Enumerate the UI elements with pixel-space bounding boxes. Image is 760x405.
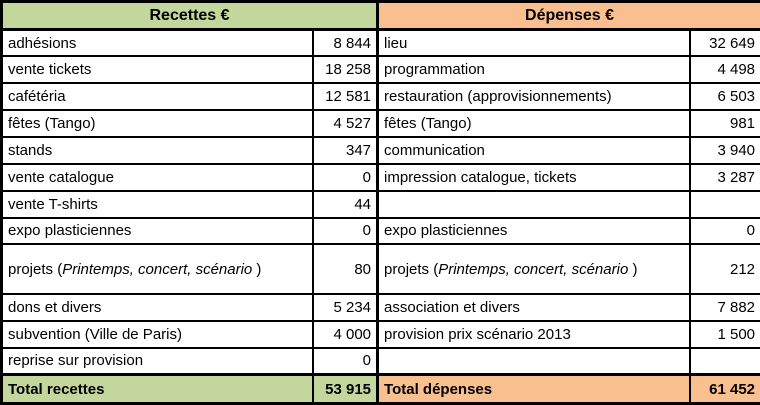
depenses-row-value-cell: 0 xyxy=(688,216,760,246)
total-recettes-label-cell: Total recettes xyxy=(0,373,314,405)
recettes-row-label-cell: subvention (Ville de Paris) xyxy=(0,319,314,349)
depenses-row-label-cell: impression catalogue, tickets xyxy=(376,162,691,192)
depenses-row-label-cell: provision prix scénario 2013 xyxy=(376,319,691,349)
depenses-row-label: provision prix scénario 2013 xyxy=(384,325,571,343)
recettes-row-label-cell: dons et divers xyxy=(0,292,314,322)
recettes-row-label: cafétéria xyxy=(8,88,66,106)
recettes-row-label-cell: vente catalogue xyxy=(0,162,314,192)
depenses-row-value-cell: 981 xyxy=(688,109,760,138)
recettes-row-label-italic: Printemps, concert, scénario xyxy=(62,260,253,278)
recettes-row-value-cell: 44 xyxy=(311,189,380,219)
table-row: stands 347 communication 3 940 xyxy=(0,135,760,165)
depenses-row-label: restauration (approvisionnements) xyxy=(384,88,612,106)
recettes-row-label: vente catalogue xyxy=(8,168,114,186)
depenses-row-label-cell: expo plasticiennes xyxy=(376,216,691,246)
table-header: Recettes € Dépenses € xyxy=(0,0,760,31)
recettes-row-value-cell: 80 xyxy=(311,243,380,295)
recettes-row-value-cell: 0 xyxy=(311,162,380,192)
recettes-row-value-cell: 0 xyxy=(311,346,380,376)
recettes-row-value-cell: 12 581 xyxy=(311,82,380,112)
recettes-row-label: expo plasticiennes xyxy=(8,222,132,240)
table-row: reprise sur provision 0 xyxy=(0,346,760,376)
recettes-row-label: dons et divers xyxy=(8,298,102,316)
depenses-row-label-cell: projets (Printemps, concert, scénario ) xyxy=(376,243,691,295)
depenses-row-label-cell: lieu xyxy=(376,28,691,58)
recettes-row-label-prefix: projets ( xyxy=(8,260,63,278)
recettes-row-label-cell: stands xyxy=(0,135,314,165)
recettes-row-label-cell: fêtes (Tango) xyxy=(0,109,314,138)
recettes-row-label-cell: reprise sur provision xyxy=(0,346,314,376)
table-row: subvention (Ville de Paris) 4 000 provis… xyxy=(0,319,760,349)
depenses-row-label: programmation xyxy=(384,61,485,79)
depenses-row-label: association et divers xyxy=(384,298,520,316)
depenses-row-label-suffix: ) xyxy=(628,260,638,278)
total-depenses-value-cell: 61 452 xyxy=(688,373,760,405)
table-footer: Total recettes 53 915 Total dépenses 61 … xyxy=(0,373,760,405)
depenses-row-label-cell xyxy=(376,189,691,219)
recettes-header-cell: Recettes € xyxy=(0,0,380,31)
recettes-row-label-cell: expo plasticiennes xyxy=(0,216,314,246)
recettes-row-label: stands xyxy=(8,141,53,159)
recettes-row-label: subvention (Ville de Paris) xyxy=(8,325,182,343)
recettes-row-label-cell: adhésions xyxy=(0,28,314,58)
depenses-row-label: expo plasticiennes xyxy=(384,222,508,240)
total-recettes-value-cell: 53 915 xyxy=(311,373,380,405)
depenses-row-value-cell xyxy=(688,189,760,219)
table-row: fêtes (Tango) 4 527 fêtes (Tango) 981 xyxy=(0,109,760,138)
depenses-row-value-cell: 1 500 xyxy=(688,319,760,349)
depenses-row-label-cell xyxy=(376,346,691,376)
depenses-row-label-cell: fêtes (Tango) xyxy=(376,109,691,138)
table-row: projets (Printemps, concert, scénario ) … xyxy=(0,243,760,295)
table-row: dons et divers 5 234 association et dive… xyxy=(0,292,760,322)
depenses-row-value-cell: 212 xyxy=(688,243,760,295)
table-row: adhésions 8 844 lieu 32 649 xyxy=(0,28,760,58)
depenses-row-label-cell: association et divers xyxy=(376,292,691,322)
depenses-row-label-cell: programmation xyxy=(376,55,691,85)
depenses-row-label-italic: Printemps, concert, scénario xyxy=(438,260,629,278)
recettes-row-label-cell: projets (Printemps, concert, scénario ) xyxy=(0,243,314,295)
table-row: vente T-shirts 44 xyxy=(0,189,760,219)
recettes-row-value-cell: 5 234 xyxy=(311,292,380,322)
table-row: expo plasticiennes 0 expo plasticiennes … xyxy=(0,216,760,246)
total-depenses-label-cell: Total dépenses xyxy=(376,373,691,405)
header-row: Recettes € Dépenses € xyxy=(0,0,760,31)
recettes-row-value-cell: 4 000 xyxy=(311,319,380,349)
recettes-row-label: vente tickets xyxy=(8,61,92,79)
table-row: cafétéria 12 581 restauration (approvisi… xyxy=(0,82,760,112)
depenses-row-value-cell: 6 503 xyxy=(688,82,760,112)
depenses-row-label: communication xyxy=(384,141,485,159)
depenses-row-label: impression catalogue, tickets xyxy=(384,168,577,186)
recettes-row-label-suffix: ) xyxy=(252,260,262,278)
total-row: Total recettes 53 915 Total dépenses 61 … xyxy=(0,373,760,405)
depenses-header-cell: Dépenses € xyxy=(376,0,760,31)
table-row: vente catalogue 0 impression catalogue, … xyxy=(0,162,760,192)
depenses-row-label-cell: restauration (approvisionnements) xyxy=(376,82,691,112)
recettes-row-value-cell: 4 527 xyxy=(311,109,380,138)
recettes-row-value-cell: 0 xyxy=(311,216,380,246)
depenses-row-value-cell: 3 940 xyxy=(688,135,760,165)
recettes-row-value-cell: 347 xyxy=(311,135,380,165)
table-body: adhésions 8 844 lieu 32 649 vente ticket… xyxy=(0,28,760,376)
recettes-row-label-cell: cafétéria xyxy=(0,82,314,112)
depenses-row-value-cell: 32 649 xyxy=(688,28,760,58)
depenses-row-value-cell: 7 882 xyxy=(688,292,760,322)
recettes-row-label: vente T-shirts xyxy=(8,195,98,213)
recettes-row-label: reprise sur provision xyxy=(8,352,144,370)
recettes-row-label-cell: vente tickets xyxy=(0,55,314,85)
depenses-row-value-cell: 3 287 xyxy=(688,162,760,192)
depenses-row-value-cell xyxy=(688,346,760,376)
recettes-row-label: fêtes (Tango) xyxy=(8,115,96,132)
depenses-row-label: fêtes (Tango) xyxy=(384,115,472,132)
recettes-row-value-cell: 8 844 xyxy=(311,28,380,58)
recettes-row-label-cell: vente T-shirts xyxy=(0,189,314,219)
recettes-row-label: adhésions xyxy=(8,34,77,52)
depenses-row-label: lieu xyxy=(384,34,408,52)
table-row: vente tickets 18 258 programmation 4 498 xyxy=(0,55,760,85)
depenses-row-value-cell: 4 498 xyxy=(688,55,760,85)
depenses-row-label-cell: communication xyxy=(376,135,691,165)
depenses-row-label-prefix: projets ( xyxy=(384,260,439,278)
recettes-row-value-cell: 18 258 xyxy=(311,55,380,85)
